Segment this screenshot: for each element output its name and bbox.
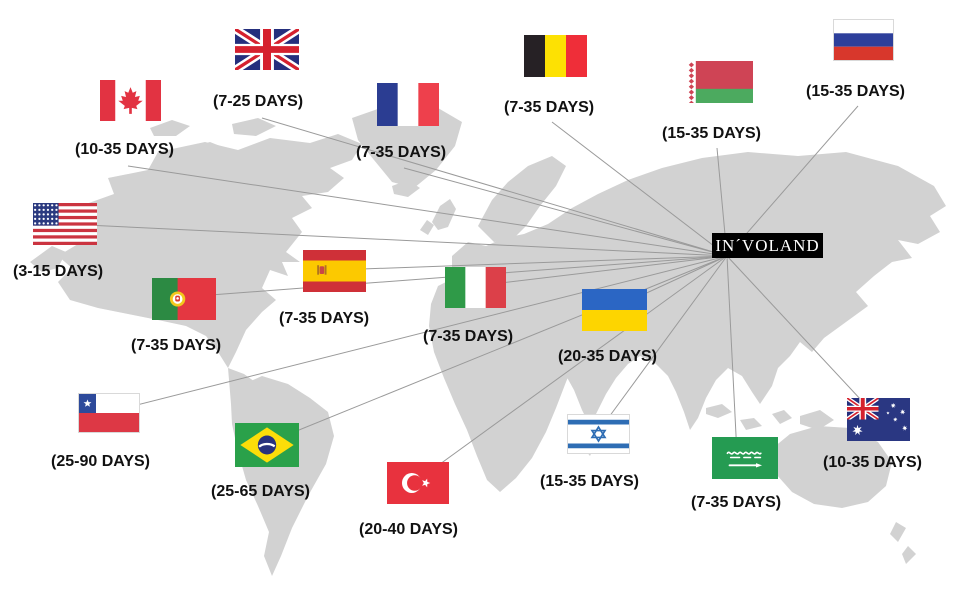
flag-canada-art [100, 80, 161, 121]
route-line-uk [261, 117, 728, 257]
scandinavia [478, 156, 566, 242]
route-line-turkey [417, 255, 728, 481]
route-line-brazil [266, 255, 728, 444]
continent-africa [429, 268, 592, 492]
flag-uk-art [235, 29, 299, 70]
flag-italy-icon [445, 267, 506, 308]
flag-france-art [377, 83, 439, 126]
continent-australia [768, 426, 892, 508]
brand-label-text: IN´VOLAND [715, 235, 820, 255]
route-line-belgium [551, 121, 728, 257]
shipping-days-turkey: (20-40 DAYS) [359, 521, 459, 538]
shipping-days-saudi-arabia: (7-35 DAYS) [691, 494, 782, 511]
shipping-days-australia: (10-35 DAYS) [823, 454, 923, 471]
shipping-days-spain: (7-35 DAYS) [279, 310, 370, 327]
flag-chile-art [79, 394, 139, 432]
shipping-days-brazil: (25-65 DAYS) [211, 483, 311, 500]
flag-belgium-icon [524, 35, 587, 77]
route-line-spain [333, 255, 728, 271]
flag-israel-art [568, 415, 629, 453]
flag-saudi-arabia-icon [712, 437, 778, 479]
flag-belgium-art [524, 35, 587, 77]
brand-label: IN´VOLAND [712, 233, 823, 258]
flag-usa-art [33, 203, 97, 245]
flag-portugal-icon [152, 278, 216, 320]
flag-spain-icon [303, 250, 366, 292]
shipping-days-france: (7-35 DAYS) [356, 144, 447, 161]
flag-belarus-icon [687, 61, 753, 103]
route-line-canada [127, 165, 728, 257]
indonesia-new-guinea [706, 404, 834, 430]
route-line-france [403, 167, 728, 257]
route-line-chile [108, 255, 728, 413]
flag-russia-art [834, 20, 893, 60]
flag-canada-icon [100, 80, 161, 121]
flag-spain-art [303, 250, 366, 292]
shipping-days-usa: (3-15 DAYS) [13, 263, 104, 280]
route-line-israel [597, 255, 728, 433]
continents [30, 104, 946, 576]
continent-eurasia [452, 152, 946, 430]
flag-saudi-arabia-art [712, 437, 778, 479]
flag-russia-icon [833, 19, 894, 61]
british-isles [420, 199, 456, 235]
flag-australia-icon [847, 398, 910, 441]
shipping-days-ukraine: (20-35 DAYS) [558, 348, 658, 365]
flag-belarus-art [687, 61, 753, 103]
flag-usa-icon [33, 203, 97, 245]
shipping-days-uk: (7-25 DAYS) [213, 93, 304, 110]
flag-italy-art [445, 267, 506, 308]
route-line-russia [726, 105, 859, 257]
shipping-days-belarus: (15-35 DAYS) [662, 125, 762, 142]
flag-ukraine-art [582, 289, 647, 331]
iceland [392, 180, 420, 197]
japan [792, 244, 830, 300]
route-line-usa [64, 223, 728, 257]
route-line-saudi-arabia [726, 255, 738, 456]
flag-uk-icon [235, 29, 299, 70]
flag-portugal-art [152, 278, 216, 320]
continent-north-america [58, 134, 362, 368]
flag-chile-icon [78, 393, 140, 433]
flag-israel-icon [567, 414, 630, 454]
flag-turkey-art [387, 462, 449, 504]
arctic-islands [30, 118, 322, 272]
shipping-days-chile: (25-90 DAYS) [51, 453, 151, 470]
continent-south-america [228, 368, 334, 576]
flag-australia-art [847, 398, 910, 441]
shipping-days-canada: (10-35 DAYS) [75, 141, 175, 158]
new-zealand [890, 522, 916, 564]
shipping-days-portugal: (7-35 DAYS) [131, 337, 222, 354]
route-line-australia [726, 255, 877, 417]
shipping-days-russia: (15-35 DAYS) [806, 83, 906, 100]
flag-turkey-icon [387, 462, 449, 504]
shipping-days-italy: (7-35 DAYS) [423, 328, 514, 345]
flag-brazil-art [235, 423, 299, 467]
flag-ukraine-icon [582, 289, 647, 331]
flag-brazil-icon [235, 423, 299, 467]
route-line-italy [474, 255, 728, 287]
flag-france-icon [377, 83, 439, 126]
shipping-days-israel: (15-35 DAYS) [540, 473, 640, 490]
shipping-days-belgium: (7-35 DAYS) [504, 99, 595, 116]
